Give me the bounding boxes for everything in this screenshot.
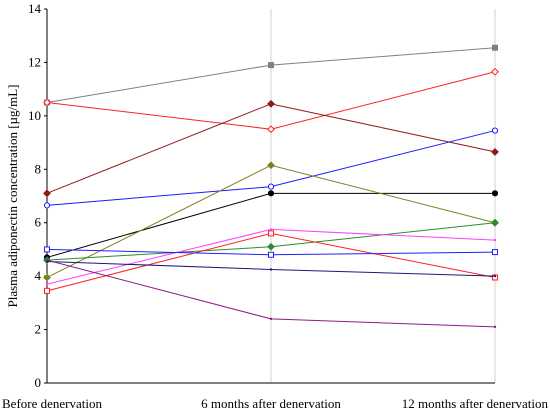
data-point — [45, 282, 49, 286]
x-tick-label: 6 months after denervation — [201, 396, 341, 411]
data-point — [44, 246, 50, 253]
data-point — [267, 242, 275, 251]
data-point — [491, 190, 499, 197]
data-point — [267, 183, 275, 190]
y-tick-label: 12 — [28, 54, 41, 69]
series-7 — [45, 228, 497, 286]
data-point — [267, 161, 275, 170]
y-tick-label: 4 — [35, 268, 42, 283]
data-point — [43, 273, 51, 282]
data-point — [268, 230, 274, 237]
data-point — [44, 287, 50, 294]
series-group — [43, 44, 499, 329]
data-point — [492, 249, 498, 256]
series-2 — [43, 99, 499, 198]
data-point — [43, 98, 51, 107]
y-tick-labels: 0 2 4 6 8 10 12 14 — [28, 1, 47, 390]
data-point — [43, 202, 51, 209]
data-point — [269, 228, 273, 231]
data-point — [491, 127, 499, 134]
data-point — [493, 325, 497, 329]
data-point — [268, 251, 274, 258]
series-9 — [44, 246, 498, 258]
y-tick-label: 8 — [35, 161, 42, 176]
x-tick-label: Before denervation — [2, 396, 102, 411]
data-point — [493, 274, 497, 278]
y-tick-label: 0 — [35, 375, 42, 390]
data-point — [267, 99, 275, 108]
y-tick-label: 14 — [28, 1, 42, 16]
y-tick-label: 2 — [35, 322, 42, 337]
data-point — [491, 218, 499, 227]
data-point — [493, 238, 497, 242]
data-point — [45, 258, 49, 262]
data-point — [491, 67, 499, 76]
data-point — [43, 189, 51, 198]
series-11 — [45, 258, 497, 329]
series-6 — [43, 218, 499, 265]
series-10 — [45, 260, 497, 278]
y-axis-title: Plasma adiponectin concentration [µg/mL] — [5, 84, 20, 307]
data-point — [269, 317, 273, 321]
x-tick-label: 12 months after denervation — [402, 396, 549, 411]
series-3 — [43, 127, 499, 209]
series-1 — [43, 67, 499, 134]
data-point — [269, 268, 273, 271]
y-tick-label: 10 — [28, 108, 41, 123]
x-tick-labels: Before denervation 6 months after denerva… — [2, 396, 548, 411]
data-point — [267, 190, 275, 197]
data-point — [267, 125, 275, 134]
y-tick-label: 6 — [35, 215, 42, 230]
data-point — [491, 148, 499, 156]
series-8 — [44, 230, 498, 294]
data-point — [492, 44, 498, 51]
data-point — [268, 62, 274, 69]
